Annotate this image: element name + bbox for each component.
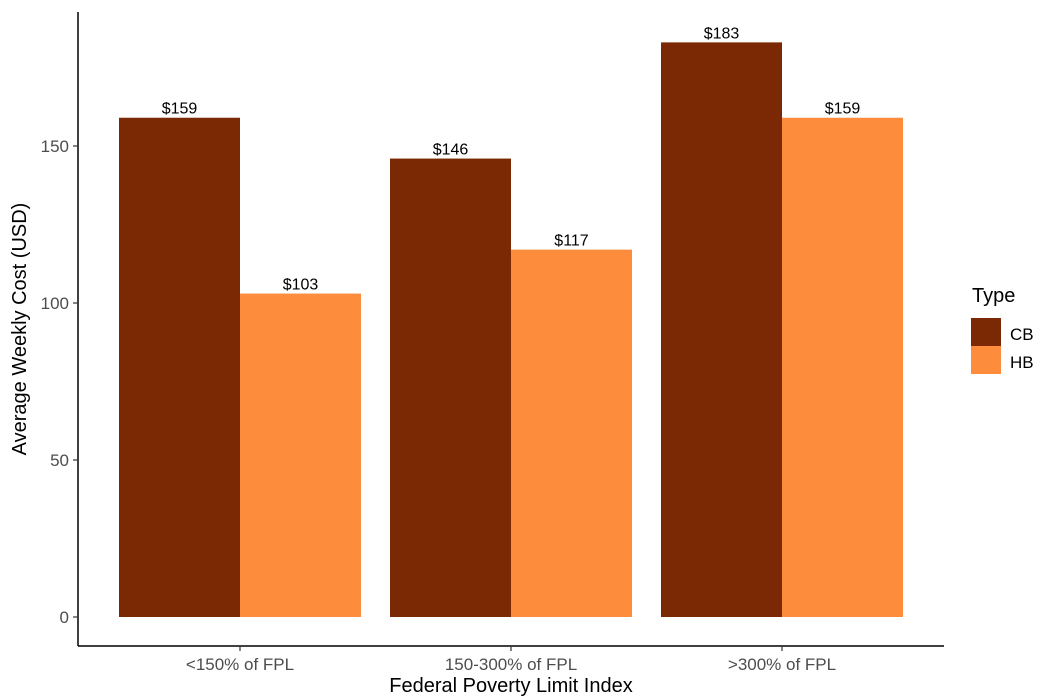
y-tick-label-50: 50 — [50, 451, 69, 470]
bars-layer — [119, 42, 903, 618]
bar-cb-150-300-of-fpl — [390, 158, 511, 617]
x-ticks-layer: <150% of FPL 150-300% of FPL >300% of FPL — [186, 646, 836, 674]
bar-label-cb-150-300-of-fpl: $146 — [433, 142, 469, 159]
bar-hb-150-of-fpl — [240, 293, 361, 617]
legend-swatch-hb — [971, 346, 1001, 374]
legend-title: Type — [972, 285, 1015, 307]
y-tick-label-150: 150 — [41, 137, 69, 156]
bar-labels-layer: $159 $103 $146 $117 $183 $159 — [162, 25, 861, 293]
bar-label-hb-150-of-fpl: $103 — [283, 277, 319, 294]
legend-swatch-cb — [971, 318, 1001, 348]
y-tick-label-0: 0 — [60, 608, 69, 627]
y-ticks-layer: 0 50 100 150 — [41, 137, 78, 627]
y-tick-label-100: 100 — [41, 294, 69, 313]
bar-label-hb-300-of-fpl: $159 — [825, 101, 861, 118]
bar-label-cb-150-of-fpl: $159 — [162, 101, 198, 118]
bar-label-cb-300-of-fpl: $183 — [704, 25, 740, 42]
x-tick-label-150-of-fpl: <150% of FPL — [186, 655, 294, 674]
x-tick-label-150-300-of-fpl: 150-300% of FPL — [445, 655, 577, 674]
bar-label-hb-150-300-of-fpl: $117 — [554, 233, 589, 250]
y-axis-title: Average Weekly Cost (USD) — [9, 203, 31, 456]
legend-label-cb: CB — [1010, 325, 1034, 344]
legend-label-hb: HB — [1010, 353, 1034, 372]
bar-hb-300-of-fpl — [782, 117, 903, 618]
x-axis-title: Federal Poverty Limit Index — [389, 675, 632, 697]
bar-cb-300-of-fpl — [661, 42, 782, 617]
bar-cb-150-of-fpl — [119, 117, 240, 618]
legend: Type CB HB — [971, 285, 1034, 374]
x-tick-label-300-of-fpl: >300% of FPL — [728, 655, 836, 674]
bar-hb-150-300-of-fpl — [511, 249, 632, 617]
